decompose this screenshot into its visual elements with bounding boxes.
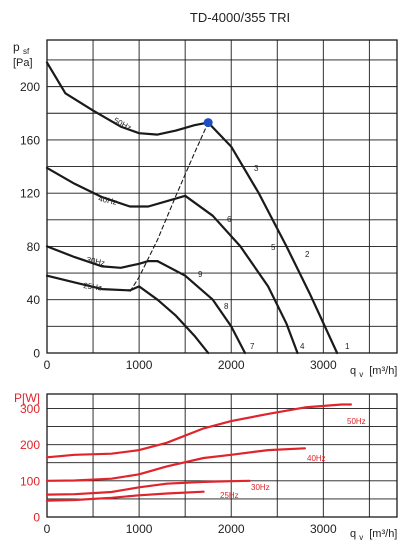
power-y-ticks: 0 100 200 300 xyxy=(20,402,40,525)
pressure-series-line-1 xyxy=(45,166,187,208)
pressure-grid xyxy=(46,39,398,354)
pressure-series-line-8 xyxy=(138,285,210,355)
label-7: 7 xyxy=(250,342,255,351)
pressure-y-tick-label: 40 xyxy=(27,293,41,307)
power-y-tick-label: 200 xyxy=(20,438,40,452)
pressure-series-line-6 xyxy=(184,194,299,355)
pressure-y-tick-label: 200 xyxy=(20,80,40,94)
label-6: 6 xyxy=(227,215,232,224)
label-2: 2 xyxy=(305,250,310,259)
pressure-y-axis-subscript: sf xyxy=(23,47,30,56)
power-curve-labels: 50Hz 40Hz 30Hz 25Hz xyxy=(220,417,366,500)
label-9: 9 xyxy=(198,270,203,279)
pressure-series-line-3 xyxy=(45,274,141,292)
power-plot-border xyxy=(46,393,398,518)
power-series-line-0 xyxy=(45,403,352,459)
power-y-tick-label: 0 xyxy=(33,511,40,525)
power-label-40hz: 40Hz xyxy=(307,454,326,463)
label-5: 5 xyxy=(271,243,276,252)
pressure-x-tick-label: 1000 xyxy=(126,358,153,372)
pressure-x-ticks: 0 1000 2000 3000 xyxy=(44,358,337,372)
power-series-line-1 xyxy=(45,447,306,482)
label-40hz: 40Hz xyxy=(98,194,118,207)
power-x-axis-subscript: v xyxy=(359,533,363,542)
power-curves xyxy=(45,403,352,502)
power-label-25hz: 25Hz xyxy=(220,491,239,500)
pressure-y-axis-unit: [Pa] xyxy=(13,57,33,69)
pressure-series-line-0 xyxy=(45,61,210,136)
pressure-y-tick-label: 160 xyxy=(20,133,40,147)
pressure-curves xyxy=(45,61,339,355)
power-y-tick-label: 100 xyxy=(20,474,40,488)
pressure-y-axis-symbol: p xyxy=(13,40,20,54)
power-label-30hz: 30Hz xyxy=(251,483,270,492)
power-y-axis-label: P[W] xyxy=(14,391,40,405)
power-x-axis-label: q v [m³/h] xyxy=(350,528,397,543)
pressure-y-tick-label: 80 xyxy=(27,240,41,254)
power-grid xyxy=(46,393,398,518)
pressure-x-tick-label: 3000 xyxy=(310,358,337,372)
power-series-line-2 xyxy=(45,479,251,496)
label-3: 3 xyxy=(254,164,259,173)
pressure-y-ticks: 0 40 80 120 160 200 xyxy=(20,80,40,360)
pressure-chart: p sf [Pa] 0 40 80 120 160 200 0 1000 2000 3000 q… xyxy=(13,39,398,380)
pressure-series-line-2 xyxy=(45,245,159,269)
pressure-y-axis-label: p sf xyxy=(13,40,30,56)
power-chart: P[W] 0 100 200 300 0 1000 2000 3000 q v [m³/h]… xyxy=(14,391,398,543)
pressure-series-line-7 xyxy=(156,260,247,355)
pressure-series-line-5 xyxy=(207,121,339,355)
power-series-line-3 xyxy=(45,490,205,502)
pressure-y-tick-label: 120 xyxy=(20,187,40,201)
label-4: 4 xyxy=(300,342,305,351)
chart-title: TD-4000/355 TRI xyxy=(190,10,290,25)
power-label-50hz: 50Hz xyxy=(347,417,366,426)
power-x-tick-label: 2000 xyxy=(218,522,245,536)
power-x-axis-symbol: q xyxy=(350,528,356,540)
pressure-x-tick-label: 0 xyxy=(44,358,51,372)
pressure-x-tick-label: 2000 xyxy=(218,358,245,372)
power-x-ticks: 0 1000 2000 3000 xyxy=(44,522,337,536)
pressure-x-axis-symbol: q xyxy=(350,365,356,377)
pressure-plot-border xyxy=(46,39,398,354)
label-25hz: 25Hz xyxy=(83,281,103,293)
power-x-axis-unit: [m³/h] xyxy=(369,528,397,540)
pressure-y-tick-label: 0 xyxy=(33,347,40,361)
operating-point-marker xyxy=(203,118,213,128)
pressure-x-axis-label: q v [m³/h] xyxy=(350,365,397,380)
pressure-curve-labels: 50Hz 40Hz 30Hz 25Hz 1 2 3 4 5 6 7 8 9 xyxy=(83,116,350,351)
power-x-tick-label: 1000 xyxy=(126,522,153,536)
pressure-x-axis-unit: [m³/h] xyxy=(369,365,397,377)
label-30hz: 30Hz xyxy=(86,255,106,268)
power-x-tick-label: 0 xyxy=(44,522,51,536)
label-50hz: 50Hz xyxy=(112,116,133,133)
power-y-tick-label: 300 xyxy=(20,402,40,416)
label-1: 1 xyxy=(345,342,350,351)
pressure-series-line-4 xyxy=(129,122,209,293)
pressure-x-axis-subscript: v xyxy=(359,370,363,379)
power-x-tick-label: 3000 xyxy=(310,522,337,536)
label-8: 8 xyxy=(224,302,229,311)
